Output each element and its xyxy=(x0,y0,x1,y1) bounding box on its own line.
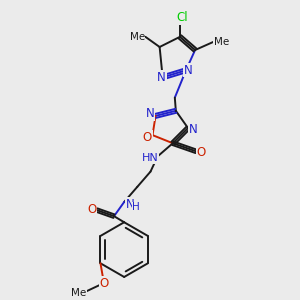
Text: N: N xyxy=(189,122,197,136)
Text: Me: Me xyxy=(130,32,145,42)
Text: N: N xyxy=(126,197,135,211)
Text: Me: Me xyxy=(71,288,86,298)
Text: N: N xyxy=(146,107,155,120)
Text: Cl: Cl xyxy=(176,11,188,24)
Text: H: H xyxy=(132,202,140,212)
Text: O: O xyxy=(99,277,109,290)
Text: N: N xyxy=(157,71,166,84)
Text: O: O xyxy=(196,146,206,159)
Text: N: N xyxy=(184,64,192,77)
Text: Me: Me xyxy=(214,37,229,47)
Text: O: O xyxy=(143,131,152,144)
Text: HN: HN xyxy=(142,153,159,164)
Text: O: O xyxy=(87,202,96,216)
